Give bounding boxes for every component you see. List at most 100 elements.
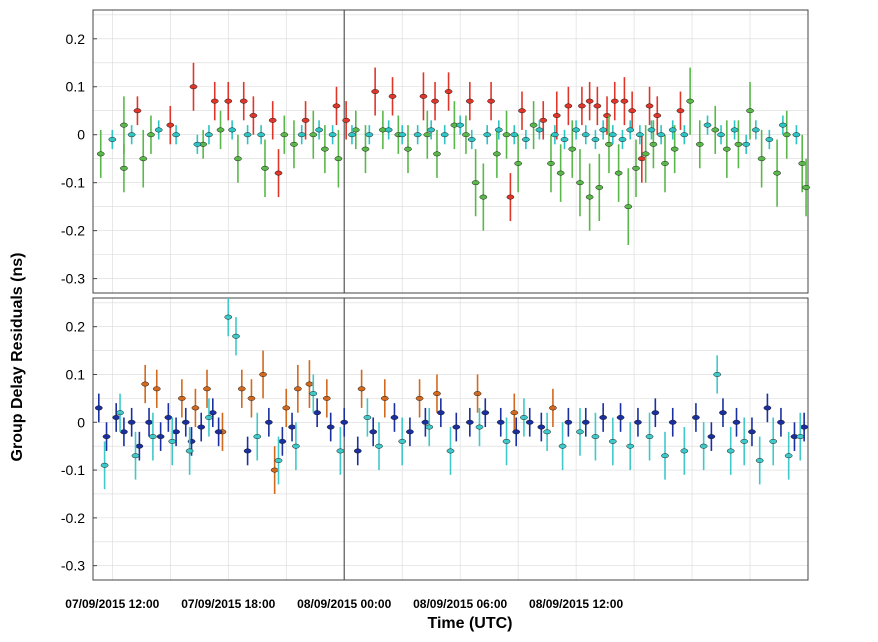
data-point — [740, 438, 749, 444]
data-point — [398, 132, 407, 138]
data-point — [361, 146, 370, 152]
data-point — [336, 448, 345, 454]
plot-frame — [92, 9, 809, 294]
data-point — [726, 448, 735, 454]
data-point — [415, 395, 424, 401]
data-point — [149, 434, 157, 440]
data-point — [172, 429, 180, 435]
panel-top: 0.2 0.1 0 -0.1 -0.2 -0.3 — [61, 9, 810, 294]
data-point — [433, 151, 441, 157]
data-point — [94, 405, 103, 411]
data-point — [713, 372, 722, 377]
data-point — [552, 113, 561, 118]
y-tick-label: 0 — [77, 414, 85, 430]
data-point — [203, 386, 211, 392]
data-point — [564, 103, 573, 109]
data-point — [390, 415, 399, 420]
data-point — [661, 161, 669, 166]
data-point — [703, 122, 712, 128]
data-point — [610, 98, 619, 104]
data-point — [551, 132, 559, 138]
data-point — [147, 132, 155, 138]
data-point — [581, 132, 590, 138]
data-point — [782, 132, 791, 138]
y-axis-label: Group Delay Residuals (ns) — [9, 253, 26, 462]
data-point — [108, 137, 117, 142]
data-point — [384, 127, 393, 133]
data-point — [328, 132, 337, 138]
data-point — [456, 122, 465, 128]
data-point — [568, 146, 577, 152]
data-point — [680, 132, 689, 138]
data-point — [131, 453, 140, 459]
data-point — [433, 391, 441, 397]
data-point — [641, 151, 650, 157]
data-point — [525, 419, 534, 425]
data-point — [487, 98, 495, 104]
data-point — [719, 410, 727, 416]
data-point — [502, 132, 511, 138]
data-point — [481, 410, 490, 416]
data-point — [628, 108, 636, 114]
data-point — [471, 180, 480, 186]
data-point — [661, 453, 669, 459]
series-2 — [96, 67, 810, 246]
data-point — [278, 438, 287, 444]
plot-frame — [92, 297, 809, 581]
data-point — [237, 386, 246, 392]
data-point — [626, 443, 635, 449]
data-point — [512, 429, 521, 435]
data-point — [152, 386, 161, 392]
data-point — [717, 132, 725, 138]
data-point — [369, 429, 378, 435]
data-point — [777, 419, 785, 425]
data-point — [742, 141, 751, 147]
data-point — [268, 117, 277, 123]
data-point — [769, 438, 778, 444]
data-point — [214, 429, 223, 435]
data-point — [228, 127, 236, 133]
data-point — [657, 132, 665, 138]
data-point — [626, 127, 635, 133]
data-point — [141, 381, 150, 387]
data-point — [518, 108, 526, 114]
data-point — [210, 98, 219, 104]
x-tick-label: 08/09/2015 00:00 — [297, 597, 391, 611]
data-point — [375, 443, 383, 449]
y-tick-label: 0 — [77, 127, 85, 143]
data-point — [340, 419, 349, 425]
x-tick-label: 07/09/2015 12:00 — [65, 597, 159, 611]
data-point — [483, 132, 492, 138]
series-1 — [133, 62, 685, 222]
data-point — [380, 395, 389, 401]
data-point — [205, 132, 213, 138]
data-point — [282, 405, 291, 411]
data-point — [514, 161, 522, 166]
data-point — [722, 146, 731, 152]
data-point — [649, 141, 658, 147]
data-point — [558, 443, 567, 449]
data-point — [581, 419, 590, 425]
data-point — [166, 122, 175, 128]
x-tick-label: 08/09/2015 06:00 — [413, 597, 507, 611]
data-point — [796, 434, 805, 440]
data-point — [757, 156, 766, 162]
data-point — [133, 108, 142, 114]
data-point — [288, 424, 296, 430]
data-point — [494, 127, 503, 133]
data-point — [145, 419, 153, 425]
data-point — [293, 386, 302, 392]
data-point — [234, 156, 242, 162]
x-tick-label: 07/09/2015 18:00 — [181, 597, 275, 611]
data-point — [427, 127, 436, 133]
data-point — [313, 410, 322, 416]
data-point — [100, 462, 109, 468]
data-point — [608, 438, 617, 444]
y-tick-label: -0.2 — [61, 223, 85, 239]
data-point — [309, 391, 318, 397]
data-point — [520, 415, 528, 420]
data-point — [96, 151, 105, 157]
data-point — [773, 170, 781, 176]
data-point — [208, 410, 217, 416]
